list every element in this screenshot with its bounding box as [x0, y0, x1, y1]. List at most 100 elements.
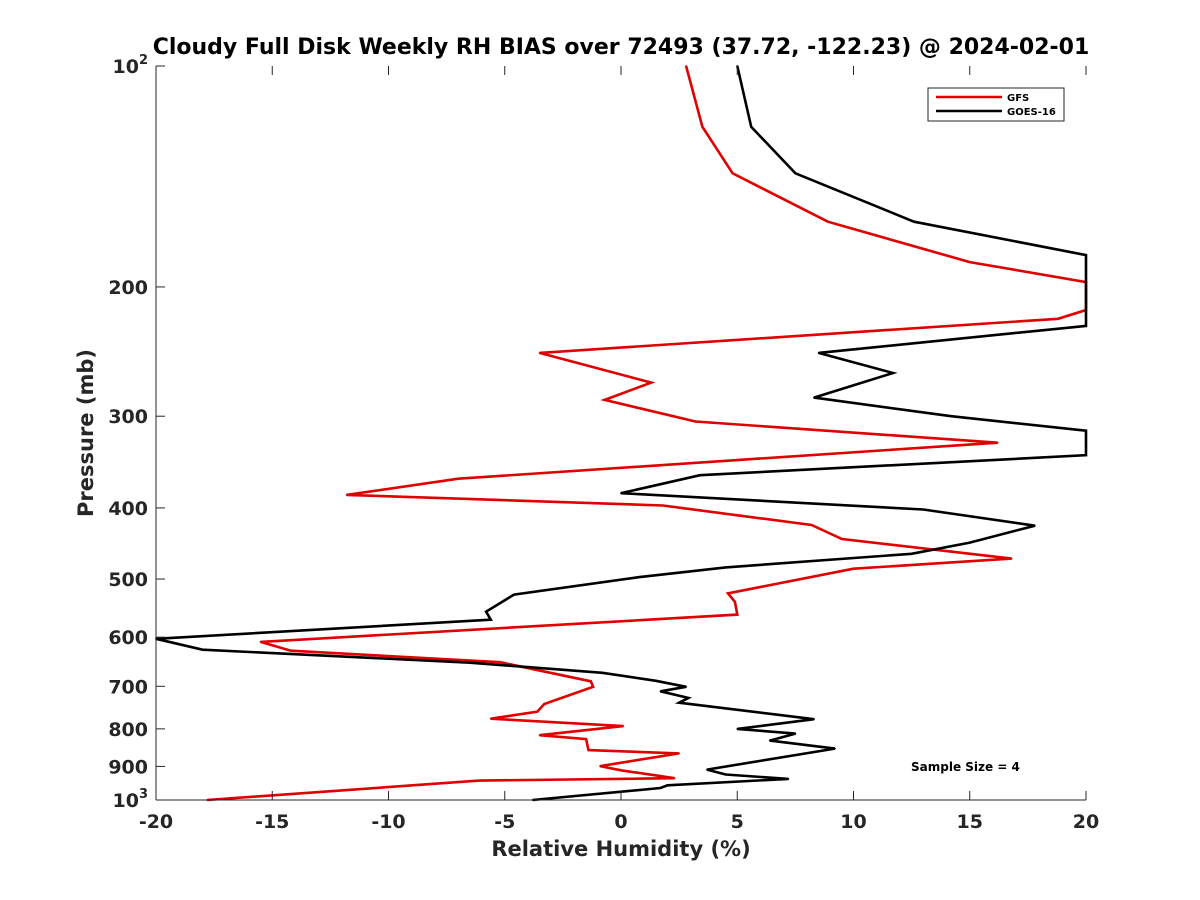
- data-point-goes16-11: [1085, 454, 1087, 457]
- y-tick-label-6: 700: [108, 676, 148, 698]
- x-tick-label-2: -10: [371, 811, 405, 833]
- x-tick-label-6: 10: [840, 811, 866, 833]
- data-point-gfs-0: [685, 65, 687, 67]
- data-point-goes16-31: [678, 701, 680, 704]
- x-tick-label-1: -15: [255, 811, 289, 833]
- data-point-goes16-39: [787, 778, 790, 780]
- legend-label-gfs: GFS: [1007, 93, 1029, 104]
- data-point-gfs-18: [1010, 557, 1013, 560]
- data-point-gfs-22: [736, 613, 739, 616]
- x-tick-label-3: -5: [494, 811, 515, 833]
- data-point-gfs-23: [259, 641, 262, 643]
- data-point-gfs-34: [587, 749, 590, 751]
- data-point-goes16-21: [485, 610, 487, 613]
- data-point-goes16-2: [794, 172, 797, 175]
- data-point-goes16-24: [201, 648, 204, 651]
- data-point-gfs-19: [852, 567, 855, 570]
- data-point-goes16-13: [620, 492, 622, 495]
- data-point-goes16-36: [834, 747, 836, 750]
- data-point-gfs-37: [620, 769, 622, 772]
- data-point-gfs-1: [701, 125, 704, 128]
- x-ticks: -20 -15 -10 -5 0 5 10 15 20: [139, 66, 1099, 833]
- data-point-gfs-28: [543, 703, 546, 705]
- y-tick-label-1: 200: [108, 277, 148, 299]
- data-point-gfs-33: [585, 738, 587, 740]
- data-point-gfs-4: [968, 261, 971, 263]
- data-point-goes16-16: [968, 541, 971, 544]
- x-tick-label-4: 0: [614, 811, 627, 833]
- data-point-gfs-26: [589, 680, 592, 683]
- data-point-gfs-11: [694, 420, 697, 423]
- data-point-goes16-27: [655, 679, 657, 682]
- data-point-goes16-33: [736, 728, 739, 730]
- data-point-gfs-17: [841, 538, 843, 540]
- data-point-goes16-14: [922, 508, 925, 511]
- data-point-goes16-26: [601, 671, 604, 674]
- legend-label-goes16: GOES-16: [1007, 107, 1056, 118]
- data-point-gfs-39: [478, 779, 481, 782]
- x-tick-label-5: 5: [731, 811, 744, 833]
- legend: GFS GOES-16: [927, 87, 1065, 122]
- data-point-goes16-17: [910, 552, 913, 555]
- x-tick-label-8: 20: [1073, 811, 1099, 833]
- data-point-gfs-38: [673, 777, 676, 780]
- data-point-gfs-24: [290, 649, 292, 652]
- data-point-gfs-15: [662, 504, 664, 507]
- data-point-gfs-27: [592, 685, 594, 688]
- data-point-gfs-35: [678, 752, 680, 755]
- data-point-gfs-36: [599, 765, 601, 767]
- data-point-gfs-3: [827, 220, 829, 223]
- y-tick-label-5: 600: [108, 627, 148, 649]
- data-point-goes16-7: [892, 372, 894, 374]
- data-point-goes16-6: [817, 352, 820, 354]
- data-point-goes16-38: [724, 773, 727, 776]
- data-point-goes16-10: [1085, 429, 1087, 432]
- data-point-goes16-5: [1085, 325, 1087, 327]
- data-point-gfs-25: [499, 661, 501, 664]
- x-tick-label-0: -20: [139, 811, 173, 833]
- y-tick-label-3: 400: [108, 498, 148, 520]
- data-point-goes16-25: [469, 661, 471, 664]
- data-point-goes16-15: [1033, 524, 1036, 527]
- data-point-goes16-32: [813, 718, 815, 721]
- data-point-goes16-34: [794, 732, 797, 735]
- data-point-goes16-22: [489, 618, 492, 621]
- data-point-goes16-3: [913, 220, 915, 223]
- data-point-goes16-41: [659, 787, 662, 789]
- plot-area: [156, 66, 1086, 800]
- y-axis-label: Pressure (mb): [74, 349, 98, 517]
- data-point-gfs-20: [727, 592, 729, 595]
- data-point-goes16-8: [813, 396, 815, 399]
- data-point-gfs-32: [538, 734, 541, 737]
- data-point-goes16-18: [724, 566, 727, 569]
- data-point-goes16-37: [706, 768, 708, 771]
- y-tick-label-2: 300: [108, 406, 148, 428]
- data-point-goes16-28: [685, 685, 687, 688]
- y-tick-label-7: 800: [108, 719, 148, 741]
- data-point-goes16-1: [750, 125, 753, 128]
- data-point-gfs-14: [345, 494, 348, 496]
- x-tick-label-7: 15: [957, 811, 983, 833]
- data-point-gfs-7: [1057, 317, 1059, 320]
- y-tick-label-4: 500: [108, 569, 148, 591]
- sample-size-annotation: Sample Size = 4: [911, 760, 1020, 774]
- data-point-gfs-9: [650, 381, 653, 384]
- data-point-gfs-2: [731, 172, 734, 175]
- y-tick-label-8: 900: [108, 756, 148, 778]
- data-point-goes16-35: [768, 739, 771, 742]
- data-point-gfs-8: [538, 352, 541, 354]
- data-point-goes16-20: [513, 593, 515, 596]
- data-point-goes16-9: [950, 415, 953, 418]
- data-point-gfs-31: [622, 725, 625, 727]
- chart-title: Cloudy Full Disk Weekly RH BIAS over 724…: [153, 35, 1090, 60]
- series-layer: [155, 65, 1088, 802]
- data-point-gfs-21: [734, 600, 736, 603]
- x-axis-label: Relative Humidity (%): [491, 837, 750, 861]
- data-point-goes16-4: [1085, 254, 1087, 256]
- data-point-goes16-29: [659, 690, 662, 693]
- data-point-gfs-29: [536, 710, 539, 713]
- legend-box: [927, 87, 1065, 122]
- data-point-gfs-13: [457, 477, 460, 480]
